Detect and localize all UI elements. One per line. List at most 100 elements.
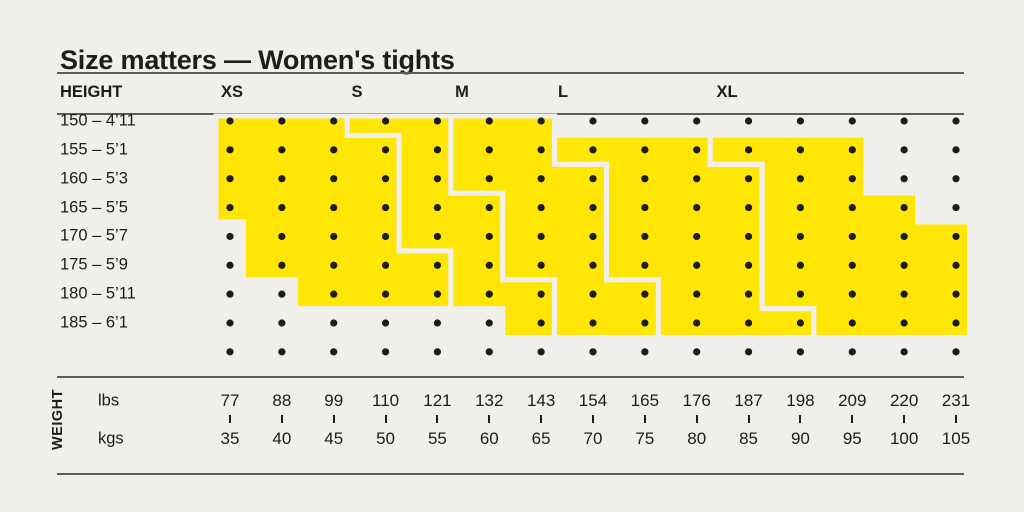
grid-dot (744, 175, 753, 183)
weight-kgs-value: 60 (479, 429, 499, 448)
grid-dot (589, 175, 597, 183)
grid-dot (226, 261, 234, 269)
grid-dot (381, 319, 390, 327)
grid-dot (900, 203, 908, 212)
weight-tick (229, 415, 231, 423)
grid-dot (693, 290, 701, 298)
grid-dot (796, 290, 805, 298)
grid-dot (641, 261, 649, 269)
grid-dot (433, 175, 442, 183)
weight-tick (591, 415, 594, 423)
grid-dot (381, 348, 390, 356)
unit-label-lbs: lbs (98, 391, 120, 410)
grid-dot (433, 319, 442, 327)
grid-dot (589, 117, 597, 125)
grid-dot (641, 348, 649, 356)
weight-kgs-value: 100 (889, 429, 919, 448)
grid-dot (537, 175, 545, 183)
grid-dot (952, 117, 960, 125)
weight-tick (851, 415, 854, 423)
grid-dot (485, 261, 493, 269)
grid-dot (330, 117, 338, 125)
grid-dot (952, 319, 960, 327)
weight-tick (695, 415, 698, 423)
grid-dot (952, 203, 960, 212)
weight-kgs-value: 65 (531, 429, 551, 448)
divider-above-weight (57, 376, 964, 378)
grid-dot (641, 203, 649, 212)
weight-lbs-value: 209 (838, 391, 867, 410)
grid-dot (485, 232, 493, 241)
grid-dot (278, 232, 286, 241)
grid-dot (641, 117, 649, 125)
height-label: 185 – 6’1 (60, 313, 128, 332)
weight-lbs-value: 132 (475, 391, 504, 410)
grid-dot (485, 319, 493, 327)
grid-dot (693, 319, 701, 327)
weight-kgs-value: 80 (687, 429, 707, 448)
weight-tick (799, 415, 802, 423)
height-label: 160 – 5’3 (60, 169, 128, 188)
grid-dot (744, 348, 753, 356)
grid-dot (226, 146, 234, 154)
size-column-header-xl: XL (716, 83, 738, 101)
grid-dot (900, 319, 908, 327)
grid-dot (433, 232, 442, 241)
weight-lbs-value: 99 (324, 391, 344, 410)
grid-dot (485, 175, 493, 183)
grid-dot (848, 290, 856, 298)
weight-kgs-value: 75 (635, 429, 655, 448)
grid-dot (537, 319, 545, 327)
weight-tick (954, 415, 957, 423)
unit-label-kgs: kgs (98, 429, 124, 448)
grid-dot (848, 319, 856, 327)
grid-dot (226, 203, 234, 212)
grid-dot (485, 348, 493, 356)
grid-dot (433, 146, 442, 154)
grid-dot (589, 261, 597, 269)
grid-dot (589, 348, 597, 356)
grid-dot (381, 146, 390, 154)
grid-dot (330, 203, 338, 212)
weight-tick (384, 415, 387, 423)
grid-dot (330, 348, 338, 356)
weight-lbs-value: 121 (423, 391, 452, 410)
weight-lbs-value: 220 (889, 391, 919, 410)
grid-dot (381, 290, 390, 298)
grid-dot (226, 232, 234, 241)
grid-dot (848, 203, 856, 212)
grid-dot (226, 348, 234, 356)
weight-lbs-value: 88 (272, 391, 292, 410)
grid-dot (693, 348, 701, 356)
grid-dot (485, 203, 493, 212)
grid-dot (381, 203, 390, 212)
grid-dot (330, 232, 338, 241)
weight-tick (436, 415, 439, 423)
height-label: 170 – 5’7 (60, 226, 128, 245)
grid-dot (796, 348, 805, 356)
weight-tick (747, 415, 750, 423)
height-label: 165 – 5’5 (60, 198, 128, 217)
grid-dot (952, 348, 960, 356)
grid-dot (796, 261, 805, 269)
grid-dot (278, 319, 286, 327)
weight-kgs-value: 55 (427, 429, 447, 448)
grid-dot (589, 290, 597, 298)
grid-dot (589, 319, 597, 327)
grid-dot (330, 319, 338, 327)
weight-lbs-value: 165 (630, 391, 660, 410)
weight-kgs-value: 70 (583, 429, 603, 448)
grid-dot (433, 290, 442, 298)
grid-dot (796, 175, 805, 183)
grid-dot (848, 348, 856, 356)
grid-dot (278, 290, 286, 298)
grid-dot (278, 348, 286, 356)
grid-dot (693, 232, 701, 241)
grid-dot (641, 232, 649, 241)
grid-dot (433, 117, 442, 125)
grid-dot (381, 261, 390, 269)
grid-dot (537, 117, 545, 125)
grid-dot (744, 203, 753, 212)
grid-dot (900, 348, 908, 356)
